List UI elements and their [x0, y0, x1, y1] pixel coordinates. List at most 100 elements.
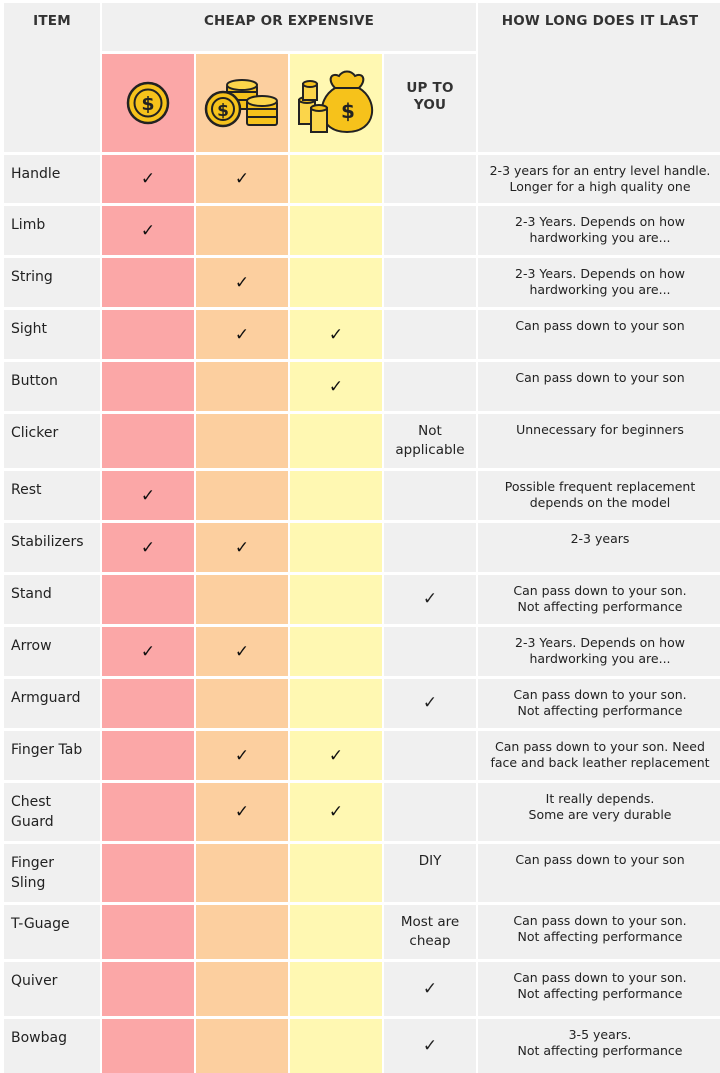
medium-check-cell	[196, 414, 288, 468]
checkmark-icon: ✓	[328, 745, 344, 766]
duration-cell: Can pass down to your son. Not affecting…	[478, 575, 720, 624]
medium-check-cell	[196, 1019, 288, 1073]
duration-cell: Can pass down to your son. Not affecting…	[478, 679, 720, 728]
checkmark-icon: ✓	[234, 802, 250, 822]
item-name-cell: Sight	[4, 310, 100, 359]
up-to-you-cell: DIY	[384, 844, 476, 902]
up-to-you-cell	[384, 206, 476, 255]
medium-check-cell	[196, 962, 288, 1016]
svg-text:$: $	[141, 93, 154, 115]
cost-column-header: CHEAP OR EXPENSIVE	[102, 3, 476, 51]
cheap-check-cell	[102, 575, 194, 624]
checkmark-icon: ✓	[234, 641, 250, 662]
up-to-you-label: UP TO YOU	[406, 80, 454, 113]
cheap-check-cell	[102, 310, 194, 359]
up-to-you-cell	[384, 362, 476, 411]
duration-cell: Can pass down to your son. Need face and…	[478, 731, 720, 780]
medium-check-cell: ✓	[196, 310, 288, 359]
cheap-check-cell	[102, 783, 194, 841]
medium-check-cell	[196, 206, 288, 255]
svg-text:$: $	[341, 99, 355, 123]
expensive-check-cell	[290, 471, 382, 520]
medium-check-cell: ✓	[196, 258, 288, 307]
item-name-cell: Handle	[4, 155, 100, 203]
cheap-check-cell	[102, 362, 194, 411]
cheap-check-cell	[102, 962, 194, 1016]
up-to-you-cell	[384, 310, 476, 359]
duration-column-header: HOW LONG DOES IT LAST	[478, 3, 720, 152]
cheap-check-cell: ✓	[102, 471, 194, 520]
checkmark-icon: ✓	[234, 745, 250, 766]
up-to-you-cell	[384, 783, 476, 841]
medium-check-cell	[196, 471, 288, 520]
medium-check-cell: ✓	[196, 627, 288, 676]
up-to-you-cell: ✓	[384, 575, 476, 624]
medium-check-cell: ✓	[196, 783, 288, 841]
expensive-check-cell	[290, 258, 382, 307]
checkmark-icon: ✓	[140, 485, 156, 506]
checkmark-icon: ✓	[234, 169, 250, 189]
item-name-cell: Rest	[4, 471, 100, 520]
item-name-cell: T-Guage	[4, 905, 100, 959]
cheap-check-cell: ✓	[102, 627, 194, 676]
up-to-you-cell	[384, 627, 476, 676]
cheap-check-cell: ✓	[102, 155, 194, 203]
checkmark-icon: ✓	[234, 537, 250, 558]
duration-cell: Can pass down to your son	[478, 310, 720, 359]
duration-cell: Can pass down to your son. Not affecting…	[478, 905, 720, 959]
duration-cell: Unnecessary for beginners	[478, 414, 720, 468]
medium-check-cell: ✓	[196, 155, 288, 203]
duration-cell: 2-3 Years. Depends on how hardworking yo…	[478, 627, 720, 676]
up-to-you-cell	[384, 155, 476, 203]
duration-cell: 3-5 years. Not affecting performance	[478, 1019, 720, 1073]
svg-text:$: $	[217, 101, 229, 121]
money-bag-icon: $	[298, 70, 374, 134]
checkmark-icon: ✓	[140, 641, 156, 662]
up-to-you-cell	[384, 471, 476, 520]
cheap-header-cell: $	[102, 54, 194, 152]
expensive-check-cell: ✓	[290, 731, 382, 780]
expensive-check-cell: ✓	[290, 783, 382, 841]
expensive-check-cell	[290, 962, 382, 1016]
up-to-you-cell	[384, 258, 476, 307]
cheap-check-cell	[102, 844, 194, 902]
expensive-check-cell	[290, 155, 382, 203]
medium-check-cell	[196, 844, 288, 902]
up-to-you-cell: ✓	[384, 679, 476, 728]
cheap-check-cell	[102, 731, 194, 780]
medium-check-cell	[196, 575, 288, 624]
duration-cell: Can pass down to your son. Not affecting…	[478, 962, 720, 1016]
up-to-you-cell	[384, 523, 476, 572]
item-column-header: ITEM	[4, 3, 100, 152]
item-name-cell: Armguard	[4, 679, 100, 728]
expensive-check-cell	[290, 627, 382, 676]
expensive-check-cell	[290, 679, 382, 728]
item-name-cell: Limb	[4, 206, 100, 255]
item-name-cell: String	[4, 258, 100, 307]
medium-header-cell: $	[196, 54, 288, 152]
item-name-cell: Finger Sling	[4, 844, 100, 902]
medium-check-cell: ✓	[196, 731, 288, 780]
cheap-check-cell	[102, 679, 194, 728]
up-to-you-cell: Most are cheap	[384, 905, 476, 959]
up-to-you-cell: Not applicable	[384, 414, 476, 468]
expensive-check-cell: ✓	[290, 310, 382, 359]
medium-check-cell	[196, 679, 288, 728]
duration-cell: 2-3 Years. Depends on how hardworking yo…	[478, 258, 720, 307]
expensive-check-cell	[290, 575, 382, 624]
checkmark-icon: ✓	[140, 169, 156, 189]
duration-cell: Can pass down to your son	[478, 362, 720, 411]
up-to-you-cell	[384, 731, 476, 780]
expensive-check-cell	[290, 1019, 382, 1073]
checkmark-icon: ✓	[140, 220, 156, 241]
expensive-check-cell	[290, 206, 382, 255]
duration-cell: Can pass down to your son	[478, 844, 720, 902]
checkmark-icon: ✓	[328, 324, 344, 345]
expensive-check-cell	[290, 905, 382, 959]
item-name-cell: Chest Guard	[4, 783, 100, 841]
item-name-cell: Clicker	[4, 414, 100, 468]
duration-cell: 2-3 years	[478, 523, 720, 572]
cheap-check-cell	[102, 414, 194, 468]
medium-check-cell	[196, 362, 288, 411]
